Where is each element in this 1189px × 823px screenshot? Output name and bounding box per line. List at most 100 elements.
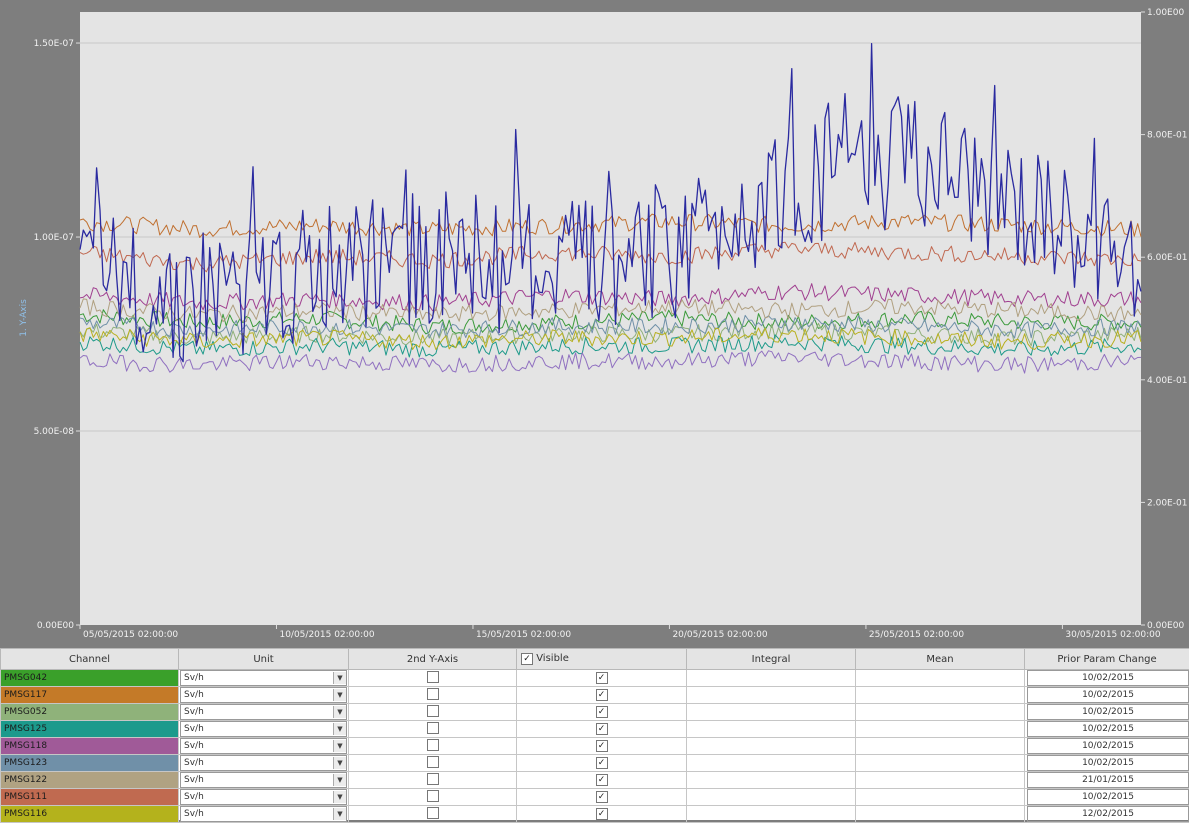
chevron-down-icon[interactable]: ▼ [333, 689, 346, 701]
prior-param-change-cell[interactable]: 10/02/2015 [1025, 670, 1189, 687]
second-axis-checkbox[interactable] [427, 722, 439, 734]
table-header-row: Channel Unit 2nd Y-Axis ✓ Visible Integr… [1, 649, 1189, 670]
second-axis-cell [349, 772, 517, 789]
channel-cell[interactable]: PMSG042 [1, 670, 179, 687]
mean-cell [856, 721, 1025, 738]
unit-value: Sv/h [181, 724, 333, 734]
integral-header[interactable]: Integral [687, 649, 856, 670]
visible-checkbox[interactable]: ✓ [596, 723, 608, 735]
unit-select[interactable]: Sv/h▼ [180, 704, 347, 720]
unit-value: Sv/h [181, 673, 333, 683]
chevron-down-icon[interactable]: ▼ [333, 791, 346, 803]
second-axis-checkbox[interactable] [427, 807, 439, 819]
y-left-tick-label: 0.00E00 [37, 621, 74, 631]
chevron-down-icon[interactable]: ▼ [333, 723, 346, 735]
unit-cell[interactable]: Sv/h▼ [179, 670, 349, 687]
unit-select[interactable]: Sv/h▼ [180, 687, 347, 703]
unit-cell[interactable]: Sv/h▼ [179, 789, 349, 806]
visible-checkbox[interactable]: ✓ [596, 757, 608, 769]
channel-cell[interactable]: PMSG052 [1, 704, 179, 721]
visible-cell: ✓ [517, 721, 687, 738]
unit-select[interactable]: Sv/h▼ [180, 755, 347, 771]
visible-checkbox[interactable]: ✓ [596, 808, 608, 820]
second-axis-checkbox[interactable] [427, 739, 439, 751]
prior-param-change-cell[interactable]: 10/02/2015 [1025, 738, 1189, 755]
y-left-tick-label: 1.50E-07 [34, 39, 74, 49]
second-axis-cell [349, 670, 517, 687]
unit-header[interactable]: Unit [179, 649, 349, 670]
channel-cell[interactable]: PMSG111 [1, 789, 179, 806]
second-axis-cell [349, 687, 517, 704]
second-axis-header[interactable]: 2nd Y-Axis [349, 649, 517, 670]
visible-checkbox[interactable]: ✓ [596, 706, 608, 718]
unit-cell[interactable]: Sv/h▼ [179, 755, 349, 772]
visible-checkbox[interactable]: ✓ [596, 672, 608, 684]
mean-header[interactable]: Mean [856, 649, 1025, 670]
visible-cell: ✓ [517, 738, 687, 755]
second-axis-checkbox[interactable] [427, 671, 439, 683]
second-axis-checkbox[interactable] [427, 756, 439, 768]
visible-checkbox[interactable]: ✓ [596, 740, 608, 752]
visible-checkbox[interactable]: ✓ [596, 689, 608, 701]
y-right-tick-label: 6.00E-01 [1147, 253, 1187, 263]
prior-param-change-cell[interactable]: 10/02/2015 [1025, 721, 1189, 738]
channel-cell[interactable]: PMSG122 [1, 772, 179, 789]
prior-param-change-value: 10/02/2015 [1027, 755, 1189, 771]
second-axis-checkbox[interactable] [427, 790, 439, 802]
channel-cell[interactable]: PMSG117 [1, 687, 179, 704]
prior-param-change-cell[interactable]: 10/02/2015 [1025, 704, 1189, 721]
unit-cell[interactable]: Sv/h▼ [179, 772, 349, 789]
second-axis-checkbox[interactable] [427, 688, 439, 700]
unit-value: Sv/h [181, 792, 333, 802]
unit-select[interactable]: Sv/h▼ [180, 670, 347, 686]
unit-cell[interactable]: Sv/h▼ [179, 687, 349, 704]
unit-select[interactable]: Sv/h▼ [180, 772, 347, 788]
unit-value: Sv/h [181, 809, 333, 819]
chevron-down-icon[interactable]: ▼ [333, 808, 346, 820]
visible-checkbox[interactable]: ✓ [596, 791, 608, 803]
chevron-down-icon[interactable]: ▼ [333, 774, 346, 786]
channel-cell[interactable]: PMSG125 [1, 721, 179, 738]
chevron-down-icon[interactable]: ▼ [333, 672, 346, 684]
prior-param-change-cell[interactable]: 10/02/2015 [1025, 789, 1189, 806]
prior-param-change-header[interactable]: Prior Param Change [1025, 649, 1189, 670]
unit-cell[interactable]: Sv/h▼ [179, 704, 349, 721]
mean-cell [856, 670, 1025, 687]
mean-cell [856, 704, 1025, 721]
prior-param-change-value: 10/02/2015 [1027, 738, 1189, 754]
unit-cell[interactable]: Sv/h▼ [179, 738, 349, 755]
prior-param-change-cell[interactable]: 10/02/2015 [1025, 687, 1189, 704]
unit-select[interactable]: Sv/h▼ [180, 738, 347, 754]
visible-all-checkbox[interactable]: ✓ [521, 653, 533, 665]
chevron-down-icon[interactable]: ▼ [333, 757, 346, 769]
unit-cell[interactable]: Sv/h▼ [179, 721, 349, 738]
y-right-tick-label: 8.00E-01 [1147, 131, 1187, 141]
visible-header[interactable]: ✓ Visible [517, 649, 687, 670]
y-right-tick-label: 2.00E-01 [1147, 498, 1187, 508]
prior-param-change-cell[interactable]: 10/02/2015 [1025, 755, 1189, 772]
unit-select[interactable]: Sv/h▼ [180, 789, 347, 805]
second-axis-cell [349, 738, 517, 755]
channel-cell[interactable]: PMSG118 [1, 738, 179, 755]
second-axis-checkbox[interactable] [427, 705, 439, 717]
unit-select[interactable]: Sv/h▼ [180, 721, 347, 737]
channel-cell[interactable]: PMSG123 [1, 755, 179, 772]
chevron-down-icon[interactable]: ▼ [333, 740, 346, 752]
chevron-down-icon[interactable]: ▼ [333, 706, 346, 718]
prior-param-change-cell[interactable]: 21/01/2015 [1025, 772, 1189, 789]
integral-cell [687, 738, 856, 755]
second-axis-checkbox[interactable] [427, 773, 439, 785]
channel-header[interactable]: Channel [1, 649, 179, 670]
mean-cell [856, 738, 1025, 755]
visible-checkbox[interactable]: ✓ [596, 774, 608, 786]
